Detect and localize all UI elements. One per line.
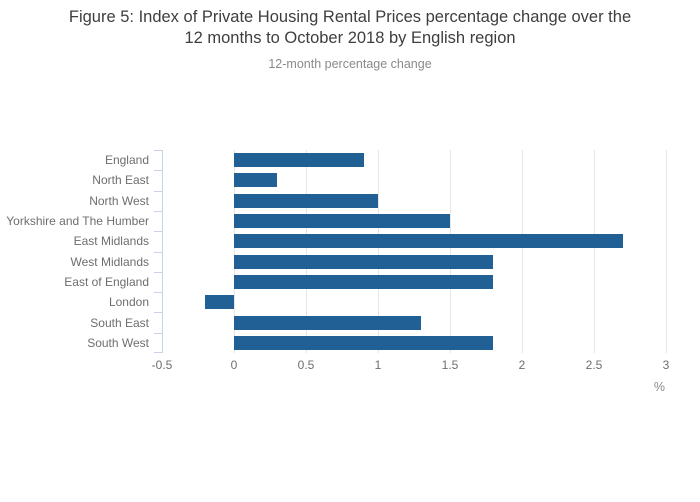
category-label-england: England: [104, 153, 149, 168]
bar-north-west: [234, 193, 378, 208]
bar-row-0: [162, 150, 666, 170]
bar-east-midlands: [234, 234, 623, 249]
x-axis-unit-label: %: [653, 380, 665, 394]
y-axis-tick: [154, 191, 162, 192]
gridline-x-1: [378, 150, 379, 353]
x-tick-label-0.5: 0.5: [297, 358, 315, 372]
y-axis-line: [162, 150, 163, 353]
category-label-north-east: North East: [92, 173, 149, 188]
category-label-south-east: South East: [90, 315, 149, 330]
bar-row-9: [162, 333, 666, 353]
bar-row-7: [162, 292, 666, 312]
bar-england: [234, 153, 364, 168]
x-tick-label-0: 0: [230, 358, 238, 372]
category-label-north-west: North West: [89, 193, 149, 208]
bar-south-west: [234, 335, 494, 350]
bar-row-8: [162, 312, 666, 332]
category-label-east-midlands: East Midlands: [73, 234, 149, 249]
y-axis-tick: [154, 211, 162, 212]
y-axis-tick: [154, 170, 162, 171]
bar-row-2: [162, 191, 666, 211]
bar-yorkshire-and-the-humber: [234, 214, 450, 229]
y-axis-tick: [154, 312, 162, 313]
gridline-x-2.5: [594, 150, 595, 353]
chart-title: Figure 5: Index of Private Housing Renta…: [0, 7, 700, 49]
y-axis-tick: [154, 150, 162, 151]
bar-north-east: [234, 173, 278, 188]
bar-west-midlands: [234, 254, 494, 269]
bar-row-6: [162, 272, 666, 292]
category-label-yorkshire-and-the-humber: Yorkshire and The Humber: [6, 214, 149, 229]
y-axis-tick: [154, 231, 162, 232]
chart-title-line-2: 12 months to October 2018 by English reg…: [184, 29, 516, 47]
gridline-x-0.5: [306, 150, 307, 353]
x-tick-label--0.5: -0.5: [151, 358, 173, 372]
x-tick-label-3: 3: [662, 358, 670, 372]
x-tick-label-2: 2: [518, 358, 526, 372]
y-axis-tick: [154, 292, 162, 293]
x-tick-label-1: 1: [374, 358, 382, 372]
gridline-x-1.5: [450, 150, 451, 353]
bar-row-4: [162, 231, 666, 251]
bar-south-east: [234, 315, 422, 330]
category-label-south-west: South West: [87, 335, 149, 350]
gridline-x-2: [522, 150, 523, 353]
gridline-x-0: [234, 150, 235, 353]
gridline-x-3: [666, 150, 667, 353]
category-label-london: London: [108, 295, 149, 310]
plot-area: England North East North West Yorkshire and…: [6, 150, 669, 394]
chart-title-line-1: Figure 5: Index of Private Housing Renta…: [68, 8, 632, 26]
bar-east-of-england: [234, 274, 494, 289]
bar-london: [205, 295, 234, 310]
category-label-west-midlands: West Midlands: [70, 254, 149, 269]
y-axis-tick: [154, 272, 162, 273]
bar-row-3: [162, 211, 666, 231]
category-label-east-of-england: East of England: [64, 274, 149, 289]
x-tick-label-1.5: 1.5: [441, 358, 459, 372]
y-axis-tick: [154, 352, 162, 353]
bar-row-5: [162, 252, 666, 272]
chart-subtitle: 12-month percentage change: [268, 57, 432, 71]
y-axis-tick: [154, 333, 162, 334]
x-tick-label-2.5: 2.5: [585, 358, 603, 372]
y-axis-tick: [154, 252, 162, 253]
bar-row-1: [162, 170, 666, 190]
